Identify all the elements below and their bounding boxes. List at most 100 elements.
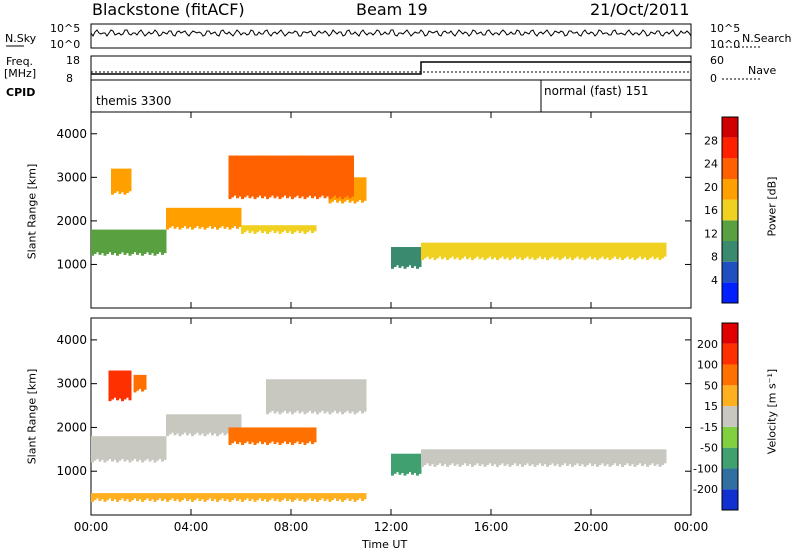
echo-cell bbox=[556, 242, 559, 258]
echo-cell bbox=[258, 155, 262, 196]
echo-cell bbox=[451, 449, 454, 464]
echo-cell bbox=[118, 168, 122, 194]
echo-cell bbox=[648, 449, 652, 466]
echo-cell bbox=[211, 414, 214, 436]
echo-cell bbox=[336, 379, 339, 414]
echo-cell bbox=[328, 379, 332, 415]
echo-cell bbox=[128, 229, 132, 256]
echo-cell bbox=[231, 414, 234, 435]
echo-cell bbox=[418, 453, 422, 474]
echo-cell bbox=[638, 449, 642, 464]
echo-cell bbox=[313, 155, 317, 197]
echo-cell bbox=[551, 449, 554, 464]
echo-cell bbox=[121, 168, 124, 193]
echo-band-velocity-6 bbox=[391, 453, 422, 476]
colorbar-swatch-power bbox=[722, 220, 738, 241]
echo-cell bbox=[188, 493, 192, 500]
echo-cell bbox=[176, 493, 179, 500]
echo-cell bbox=[291, 493, 294, 502]
echo-cell bbox=[416, 453, 419, 476]
echo-cell bbox=[578, 449, 582, 466]
ytick-label-velocity: 3000 bbox=[56, 377, 87, 391]
echo-cell bbox=[251, 155, 254, 197]
echo-cell bbox=[411, 453, 414, 475]
echo-cell bbox=[636, 449, 639, 466]
echo-cell bbox=[191, 414, 194, 437]
echo-cell bbox=[143, 436, 147, 461]
echo-band-velocity-1 bbox=[166, 414, 242, 437]
echo-cell bbox=[343, 493, 347, 501]
echo-cell bbox=[198, 493, 202, 501]
echo-cell bbox=[636, 242, 639, 259]
echo-cell bbox=[106, 436, 109, 461]
xtick-label: 04:00 bbox=[174, 520, 209, 534]
echo-cell bbox=[153, 493, 157, 502]
echo-cell bbox=[573, 242, 577, 259]
echo-cell bbox=[266, 427, 269, 445]
echo-cell bbox=[206, 207, 209, 228]
colorbar-swatch-velocity bbox=[722, 406, 738, 427]
echo-cell bbox=[651, 242, 654, 257]
echo-cell bbox=[138, 493, 142, 500]
echo-cell bbox=[561, 449, 564, 466]
echo-cell bbox=[258, 493, 262, 499]
echo-cell bbox=[231, 493, 234, 501]
echo-cell bbox=[256, 155, 259, 198]
echo-cell bbox=[306, 493, 309, 501]
echo-cell bbox=[293, 493, 297, 501]
echo-cell bbox=[631, 242, 634, 258]
echo-cell bbox=[281, 225, 284, 233]
echo-cell bbox=[408, 453, 412, 473]
echo-cell bbox=[256, 225, 259, 233]
echo-cell bbox=[633, 449, 637, 467]
echo-cell bbox=[641, 449, 644, 466]
echo-cell bbox=[593, 242, 597, 258]
xtick-label: 00:00 bbox=[74, 520, 109, 534]
colorbar-swatch-power bbox=[722, 199, 738, 221]
echo-cell bbox=[96, 493, 99, 499]
echo-cell bbox=[178, 493, 182, 502]
colorbar-tick-velocity: 50 bbox=[704, 379, 718, 392]
echo-cell bbox=[456, 449, 459, 465]
echo-cell bbox=[571, 449, 574, 467]
echo-band-velocity-3 bbox=[108, 370, 132, 402]
echo-cell bbox=[233, 493, 237, 499]
echo-cell bbox=[283, 427, 287, 442]
colorbar-swatch-velocity bbox=[722, 447, 738, 469]
echo-cell bbox=[131, 493, 134, 501]
echo-cell bbox=[151, 436, 154, 460]
echo-cell bbox=[118, 370, 122, 399]
echo-cell bbox=[343, 155, 347, 198]
echo-cell bbox=[311, 155, 314, 199]
echo-cell bbox=[536, 449, 539, 466]
echo-cell bbox=[453, 449, 457, 466]
echo-cell bbox=[281, 493, 284, 501]
echo-cell bbox=[286, 155, 289, 199]
echo-cell bbox=[261, 493, 264, 501]
echo-cell bbox=[341, 155, 344, 200]
echo-cell bbox=[156, 493, 159, 501]
echo-cell bbox=[433, 449, 437, 467]
colorbar-tick-power: 12 bbox=[704, 227, 718, 240]
echo-cell bbox=[238, 427, 242, 443]
nsky-panel-frame bbox=[90, 23, 692, 49]
echo-cell bbox=[163, 229, 167, 254]
echo-cell bbox=[441, 242, 444, 260]
echo-cell bbox=[403, 453, 407, 476]
echo-cell bbox=[263, 155, 267, 197]
echo-cell bbox=[646, 449, 649, 467]
echo-cell bbox=[266, 155, 269, 200]
xtick-label: 08:00 bbox=[274, 520, 309, 534]
echo-cell bbox=[473, 449, 477, 466]
echo-cell bbox=[138, 229, 142, 254]
echo-cell bbox=[596, 242, 599, 261]
echo-cell bbox=[353, 379, 357, 415]
echo-cell bbox=[196, 414, 199, 433]
echo-cell bbox=[126, 370, 129, 398]
echo-cell bbox=[661, 449, 664, 466]
echo-cell bbox=[166, 207, 169, 230]
echo-cell bbox=[96, 436, 99, 459]
echo-cell bbox=[313, 427, 317, 443]
echo-cell bbox=[116, 436, 119, 463]
echo-cell bbox=[351, 155, 354, 197]
